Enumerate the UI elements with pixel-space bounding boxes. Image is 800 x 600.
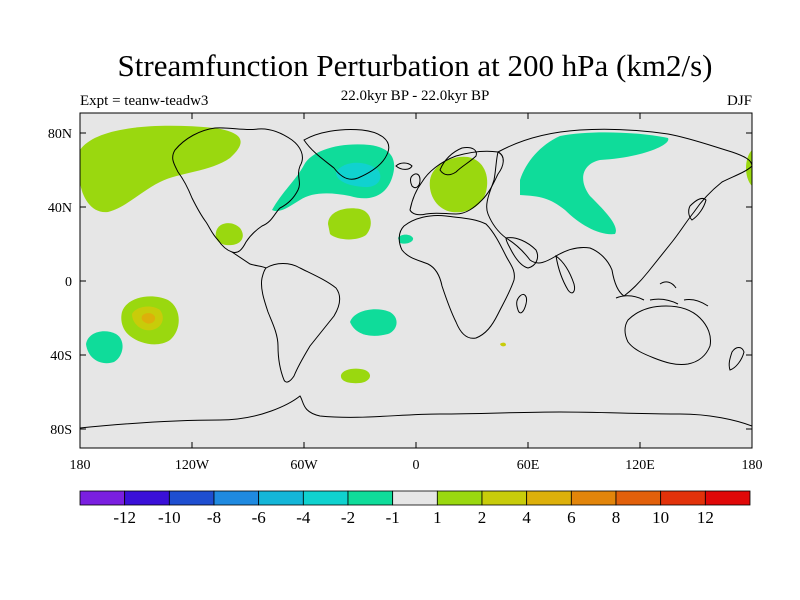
- coastline-arabia: [505, 237, 539, 269]
- anomaly-fields: [80, 125, 752, 429]
- colorbar-label: -2: [341, 508, 355, 527]
- colorbar-label: -12: [113, 508, 136, 527]
- colorbar-label: 12: [697, 508, 714, 527]
- coastline-japan: [688, 197, 707, 221]
- colorbar-box: [526, 490, 572, 506]
- colorbar-label: -1: [386, 508, 400, 527]
- coastline-indonesia: [615, 281, 709, 307]
- coastline-britain: [410, 173, 421, 189]
- colorbar-label: 6: [567, 508, 576, 527]
- anomaly-region-south-atlantic: [350, 309, 397, 336]
- colorbar-label: -8: [207, 508, 221, 527]
- colorbar: [79, 490, 751, 506]
- coastline-africa: [398, 215, 515, 339]
- coastline-new-zealand: [728, 347, 745, 371]
- anomaly-region-south-pacific-core: [141, 313, 156, 324]
- anomaly-region-south-pacific-west: [86, 331, 123, 364]
- colorbar-box: [347, 490, 394, 506]
- anomaly-region-southern-ocean: [340, 368, 371, 384]
- anomaly-region-greenland: [272, 144, 395, 212]
- colorbar-box: [124, 490, 170, 506]
- coastline-antarctica: [80, 395, 752, 429]
- coastline-south-america: [261, 263, 341, 383]
- lat-tick-label: 40S: [50, 349, 72, 364]
- colorbar-label: -4: [296, 508, 311, 527]
- coastline-north-america: [172, 127, 303, 253]
- lat-tick-label: 80S: [50, 423, 72, 438]
- lat-tick-label: 0: [65, 275, 72, 290]
- colorbar-box: [481, 490, 528, 506]
- lat-tick-label: 40N: [48, 201, 72, 216]
- colorbar-label: -10: [158, 508, 181, 527]
- chart-subtitle: 22.0kyr BP - 22.0kyr BP: [340, 88, 490, 104]
- lon-tick-label: 120E: [625, 458, 655, 473]
- colorbar-box: [392, 490, 438, 506]
- coastline-central-america: [231, 251, 267, 269]
- anomaly-region-small-spot: [500, 342, 506, 347]
- colorbar-box: [660, 490, 706, 506]
- lon-tick-label: 60W: [290, 458, 318, 473]
- coastline-australia: [624, 305, 711, 365]
- colorbar-box: [302, 490, 349, 506]
- colorbar-box: [168, 490, 215, 506]
- colorbar-box: [436, 490, 483, 506]
- colorbar-label: 1: [433, 508, 442, 527]
- longitude-axis: 180 120W 60W 0 60E 120E 180: [70, 113, 763, 473]
- coastline-india: [555, 254, 575, 294]
- coastline-greenland: [303, 129, 390, 180]
- coastline-iceland: [395, 162, 413, 170]
- anomaly-region-mexico: [215, 223, 243, 246]
- colorbar-box: [79, 490, 126, 506]
- colorbar-label: 8: [612, 508, 621, 527]
- colorbar-label: 10: [652, 508, 669, 527]
- colorbar-box: [570, 490, 617, 506]
- lon-tick-label: 60E: [517, 458, 540, 473]
- lat-tick-label: 80N: [48, 127, 72, 142]
- colorbar-box: [213, 490, 260, 506]
- chart-title: Streamfunction Perturbation at 200 hPa (…: [117, 48, 713, 83]
- experiment-label: Expt = teanw-teadw3: [80, 93, 209, 109]
- anomaly-region-greenland-core: [336, 162, 381, 188]
- colorbar-label: 4: [522, 508, 531, 527]
- anomaly-region-siberia: [520, 132, 669, 235]
- anomaly-region-europe: [429, 156, 488, 213]
- coastline-madagascar: [516, 293, 527, 314]
- colorbar-box: [615, 490, 662, 506]
- lon-tick-label: 0: [413, 458, 420, 473]
- colorbar-labels: -12 -10 -8 -6 -4 -2 -1 1 2 4 6 8 10 12: [113, 508, 714, 527]
- coastline-scandinavia: [439, 147, 477, 176]
- colorbar-label: 2: [478, 508, 487, 527]
- lon-tick-label: 120W: [175, 458, 210, 473]
- anomaly-region-north-pacific: [80, 125, 241, 213]
- lon-tick-label: 180: [70, 458, 91, 473]
- colorbar-label: -6: [252, 508, 266, 527]
- colorbar-box: [704, 490, 751, 506]
- lon-tick-label: 180: [742, 458, 763, 473]
- season-label: DJF: [726, 93, 752, 109]
- colorbar-box: [258, 490, 304, 506]
- coastlines: [80, 127, 752, 429]
- latitude-axis: 80N 40N 0 40S 80S: [48, 127, 752, 438]
- anomaly-region-mid-atlantic: [328, 208, 371, 240]
- anomaly-region-west-africa: [398, 234, 414, 244]
- coastline-europe: [409, 150, 504, 216]
